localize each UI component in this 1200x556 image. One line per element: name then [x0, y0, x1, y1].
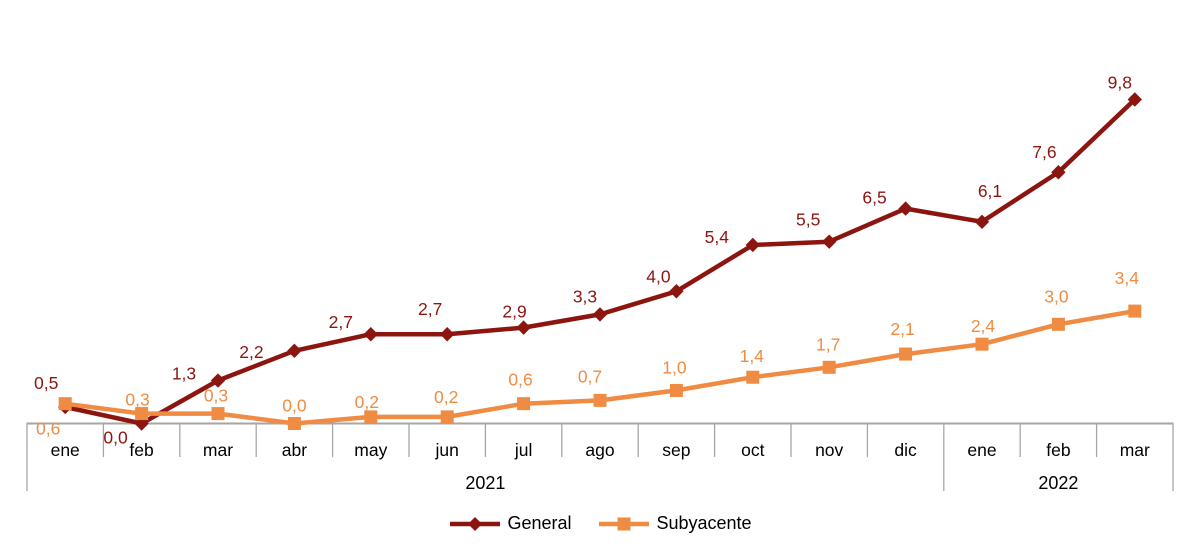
- general-value-label-nov: 5,5: [796, 210, 820, 230]
- general-value-label-mar: 9,8: [1108, 73, 1132, 93]
- x-axis-month-label: ene: [967, 440, 996, 460]
- subyacente-point-mar: [1128, 304, 1142, 318]
- subyacente-point-nov: [822, 360, 836, 374]
- subyacente-point-feb: [135, 407, 149, 421]
- general-point-ago: [592, 307, 608, 322]
- legend-item-subyacente: Subyacente: [597, 513, 752, 534]
- subyacente-value-label-jun: 0,2: [434, 387, 458, 407]
- general-value-label-jun: 2,7: [418, 299, 442, 319]
- x-axis-year-label: 2022: [1038, 473, 1078, 493]
- general-value-label-feb: 7,6: [1032, 142, 1056, 162]
- general-value-label-mar: 1,3: [172, 364, 196, 384]
- x-axis-month-label: sep: [662, 440, 690, 460]
- legend-item-general: General: [448, 513, 571, 534]
- general-value-label-sep: 4,0: [646, 266, 671, 286]
- general-value-label-abr: 2,2: [239, 342, 263, 362]
- general-point-sep: [669, 284, 684, 299]
- subyacente-point-abr: [287, 417, 301, 430]
- subyacente-point-jul: [517, 397, 531, 411]
- subyacente-value-label-oct: 1,4: [740, 346, 765, 366]
- general-value-label-may: 2,7: [329, 312, 353, 332]
- subyacente-value-label-sep: 1,0: [662, 357, 687, 377]
- general-point-mar: [1127, 92, 1142, 107]
- subyacente-point-feb: [1051, 317, 1065, 331]
- general-point-abr: [287, 343, 302, 358]
- x-axis-month-label: ene: [51, 440, 80, 460]
- x-axis-month-label: dic: [894, 440, 917, 460]
- general-line-marker-icon: [450, 516, 501, 531]
- general-value-label-jul: 2,9: [502, 302, 526, 322]
- general-value-label-ago: 3,3: [573, 286, 597, 306]
- legend-label-general: General: [507, 513, 572, 533]
- x-axis-month-label: oct: [741, 440, 764, 460]
- subyacente-value-label-dic: 2,1: [890, 319, 914, 339]
- subyacente-point-ene: [58, 397, 72, 411]
- general-value-label-ene: 6,1: [978, 181, 1002, 201]
- subyacente-value-label-ene: 2,4: [971, 316, 996, 336]
- chart-legend: General Subyacente: [0, 513, 1200, 534]
- general-point-oct: [745, 237, 760, 253]
- general-point-ene: [974, 214, 990, 230]
- general-point-nov: [822, 234, 837, 249]
- general-point-mar: [210, 373, 226, 388]
- subyacente-point-may: [364, 410, 378, 424]
- general-point-jun: [440, 327, 455, 342]
- general-value-label-oct: 5,4: [705, 227, 730, 247]
- general-point-feb: [1051, 165, 1066, 180]
- subyacente-point-oct: [746, 370, 760, 384]
- subyacente-point-dic: [899, 347, 913, 361]
- x-axis-month-label: ago: [585, 440, 614, 460]
- subyacente-value-label-feb: 3,0: [1044, 286, 1069, 306]
- x-axis-month-label: abr: [282, 440, 307, 460]
- x-axis-month-label: may: [354, 440, 387, 460]
- subyacente-point-sep: [669, 383, 683, 397]
- subyacente-point-jun: [440, 410, 454, 424]
- subyacente-value-label-ene: 0,6: [36, 419, 60, 439]
- subyacente-point-ene: [975, 337, 989, 351]
- general-value-label-dic: 6,5: [862, 188, 886, 208]
- general-point-dic: [898, 201, 913, 216]
- general-value-label-ene: 0,5: [34, 373, 58, 393]
- x-axis-month-label: jun: [435, 440, 459, 460]
- x-axis-month-label: mar: [1120, 440, 1150, 460]
- subyacente-value-label-nov: 1,7: [816, 334, 840, 354]
- subyacente-value-label-feb: 0,3: [125, 390, 149, 410]
- subyacente-value-label-abr: 0,0: [282, 396, 307, 416]
- x-axis-month-label: jul: [514, 440, 533, 460]
- x-axis-month-label: feb: [1046, 440, 1070, 460]
- subyacente-value-label-mar: 0,3: [204, 386, 228, 406]
- general-point-jul: [516, 320, 531, 335]
- subyacente-value-label-may: 0,2: [355, 392, 379, 412]
- x-axis-year-label: 2021: [465, 473, 505, 493]
- subyacente-point-mar: [211, 407, 225, 421]
- general-point-may: [363, 327, 378, 342]
- subyacente-value-label-jul: 0,6: [508, 370, 532, 390]
- x-axis-month-label: mar: [203, 440, 233, 460]
- subyacente-value-label-mar: 3,4: [1115, 268, 1140, 288]
- subyacente-line-marker-icon: [599, 517, 650, 530]
- subyacente-value-label-ago: 0,7: [578, 366, 602, 386]
- x-axis-month-label: feb: [129, 440, 153, 460]
- x-axis-month-label: nov: [815, 440, 843, 460]
- legend-label-subyacente: Subyacente: [656, 513, 752, 533]
- subyacente-point-ago: [593, 393, 607, 407]
- general-value-label-feb: 0,0: [103, 428, 128, 448]
